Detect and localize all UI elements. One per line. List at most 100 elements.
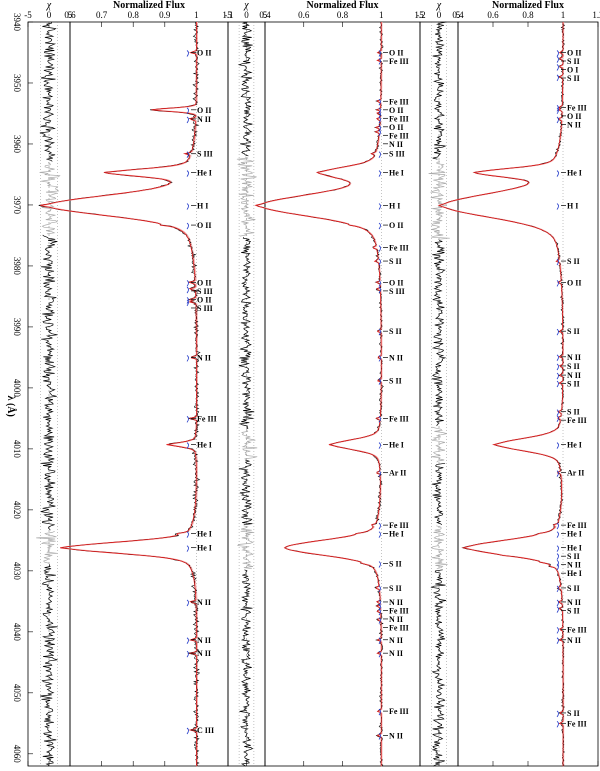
line-id-marker — [378, 170, 381, 177]
line-id-label: N II — [567, 120, 581, 129]
line-id-marker — [556, 522, 559, 530]
line-id-label: O II — [389, 278, 403, 287]
line-id-label: Fe III — [389, 131, 409, 140]
line-id-marker — [556, 380, 559, 388]
line-id-marker — [186, 637, 189, 645]
model-flux-series — [254, 22, 382, 767]
line-id-label: O II — [567, 278, 581, 287]
line-id-label: O II — [197, 295, 211, 304]
line-id-label: S II — [567, 408, 580, 417]
x-tick-label: 0 — [437, 10, 442, 20]
line-id-marker — [186, 280, 189, 287]
wavelength-tick-label: 4040 — [12, 623, 22, 642]
line-id-label: S II — [567, 327, 580, 336]
line-id-marker — [186, 116, 189, 124]
x-tick-label: 0.6 — [487, 10, 499, 20]
residual-masked-series — [36, 162, 61, 564]
line-id-marker — [378, 245, 381, 252]
wavelength-tick-label: 3960 — [12, 135, 22, 154]
line-id-label: O II — [389, 48, 403, 57]
x-tick-label: 0.8 — [128, 10, 140, 20]
line-id-marker — [556, 710, 559, 718]
line-id-label: S III — [197, 287, 213, 296]
line-id-label: O I — [567, 65, 578, 74]
line-id-label: N II — [567, 353, 581, 362]
line-id-marker — [556, 354, 559, 362]
residual-series — [237, 21, 255, 767]
line-id-label: O II — [389, 106, 403, 115]
x-tick-label: 0.7 — [96, 10, 108, 20]
line-id-marker — [556, 585, 559, 593]
line-id-label: He I — [389, 169, 404, 178]
x-axis-title: Normalized Flux — [492, 0, 564, 11]
line-id-marker — [556, 50, 559, 57]
line-id-marker — [186, 727, 189, 735]
line-id-label: N II — [197, 115, 211, 124]
line-id-label: O II — [567, 48, 581, 57]
line-id-label: N II — [197, 636, 211, 645]
line-id-marker — [378, 58, 381, 65]
x-tick-label: 1 — [194, 10, 199, 20]
x-axis-title: χ — [436, 0, 442, 11]
line-id-marker — [556, 720, 559, 728]
line-id-marker — [186, 50, 189, 57]
line-id-label: S II — [567, 57, 580, 66]
line-id-marker — [378, 561, 381, 568]
line-id-label: N II — [197, 353, 211, 362]
residual-masked-series — [236, 156, 258, 570]
line-id-marker — [556, 105, 559, 112]
x-tick-label: 0.8 — [337, 10, 349, 20]
wavelength-tick-label: 3970 — [12, 196, 22, 215]
x-tick-label: -5 — [24, 10, 32, 20]
line-id-label: Fe III — [389, 244, 409, 253]
line-id-marker — [186, 545, 189, 552]
line-id-label: S II — [389, 327, 402, 336]
x-tick-label: 1.1 — [222, 10, 233, 20]
line-id-marker — [556, 531, 559, 538]
residual-series — [430, 21, 447, 767]
line-id-label: Fe III — [389, 97, 409, 106]
line-id-marker — [378, 608, 381, 616]
wavelength-tick-label: 3980 — [12, 257, 22, 276]
line-id-label: He I — [197, 169, 212, 178]
line-id-marker — [378, 328, 381, 336]
line-id-marker — [378, 116, 381, 124]
x-tick-label: 0.9 — [159, 10, 171, 20]
line-id-marker — [378, 50, 381, 57]
line-id-label: Fe III — [389, 521, 409, 530]
line-id-label: Ar II — [567, 469, 584, 478]
line-id-label: N II — [567, 561, 581, 570]
observed-flux-series — [255, 21, 384, 767]
line-id-marker — [186, 151, 189, 158]
line-id-marker — [556, 559, 559, 567]
line-id-marker — [378, 637, 381, 645]
line-id-marker — [556, 553, 559, 560]
line-id-label: N II — [389, 732, 403, 741]
line-id-label: S III — [197, 304, 213, 313]
line-id-marker — [186, 222, 189, 230]
line-id-marker — [378, 442, 381, 449]
line-id-marker — [556, 74, 559, 82]
line-id-label: S II — [567, 606, 580, 615]
line-id-label: O II — [389, 221, 403, 230]
wavelength-tick-label: 4010 — [12, 440, 22, 459]
line-id-marker — [556, 328, 559, 336]
line-id-label: S II — [567, 552, 580, 561]
line-id-marker — [378, 708, 381, 716]
line-id-marker — [186, 355, 189, 362]
wavelength-tick-label: 4060 — [12, 745, 22, 764]
line-id-marker — [556, 470, 559, 477]
x-axis-title: Normalized Flux — [113, 0, 185, 11]
line-id-label: He I — [567, 544, 582, 553]
line-id-label: N II — [389, 615, 403, 624]
line-id-label: N II — [389, 598, 403, 607]
line-id-marker — [378, 129, 381, 137]
line-id-label: Fe III — [567, 416, 587, 425]
x-axis-title: Normalized Flux — [307, 0, 379, 11]
line-id-label: Fe III — [389, 623, 409, 632]
line-id-marker — [378, 733, 381, 740]
line-id-label: S II — [567, 380, 580, 389]
line-id-label: S II — [567, 584, 580, 593]
residual-masked-series — [428, 160, 450, 570]
line-id-label: O II — [567, 112, 581, 121]
